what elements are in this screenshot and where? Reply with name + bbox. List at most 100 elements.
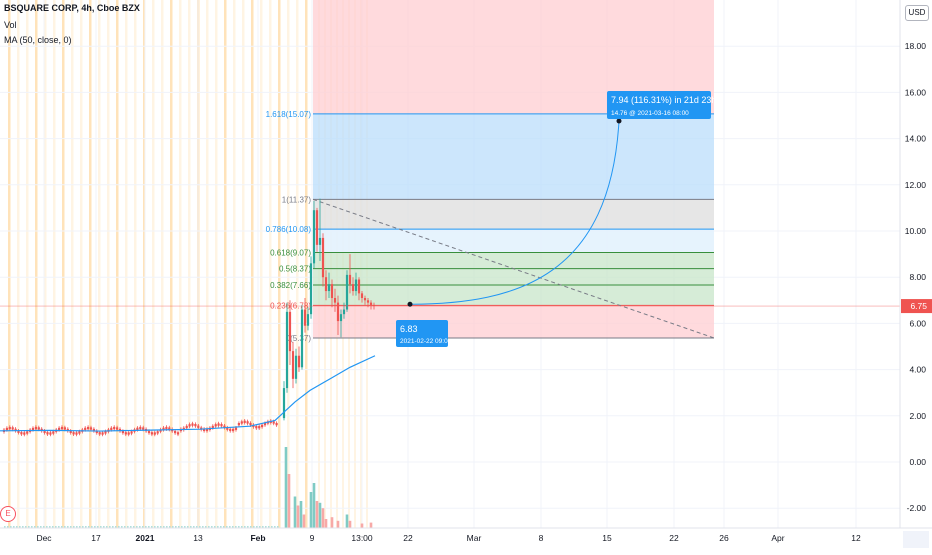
price-tick-label: 12.00 bbox=[905, 180, 927, 190]
volume-bar bbox=[76, 526, 78, 528]
price-axis-background bbox=[900, 0, 932, 528]
volume-indicator-label[interactable]: Vol bbox=[4, 20, 17, 30]
session-band bbox=[44, 0, 47, 528]
volume-bar bbox=[205, 526, 207, 528]
volume-bar bbox=[211, 526, 213, 528]
candle-body bbox=[34, 426, 37, 430]
volume-bar bbox=[299, 501, 303, 528]
volume-bar bbox=[220, 526, 222, 528]
volume-bar bbox=[360, 523, 364, 528]
candle-body bbox=[69, 430, 72, 434]
volume-bar bbox=[229, 526, 231, 528]
volume-bar bbox=[103, 526, 105, 528]
time-tick-label: 9 bbox=[310, 533, 315, 543]
candle-body bbox=[363, 297, 367, 301]
target-date-label: 14.76 @ 2021-03-16 08:00 bbox=[611, 110, 689, 117]
volume-bar bbox=[124, 526, 126, 528]
time-tick-label: Dec bbox=[36, 533, 52, 543]
candle-body bbox=[272, 421, 275, 424]
volume-bar bbox=[70, 526, 72, 528]
session-band bbox=[278, 0, 281, 528]
price-tick-label: 6.00 bbox=[909, 318, 926, 328]
candle-body bbox=[214, 424, 217, 427]
volume-bar bbox=[315, 501, 319, 528]
session-band bbox=[260, 0, 263, 528]
volume-bar bbox=[91, 526, 93, 528]
candle-body bbox=[261, 424, 264, 428]
candle-body bbox=[297, 355, 301, 368]
session-band bbox=[269, 0, 272, 528]
volume-bar bbox=[226, 526, 228, 528]
projection-end-point bbox=[616, 118, 622, 124]
session-band bbox=[17, 0, 20, 528]
candle-body bbox=[92, 428, 95, 432]
volume-bar bbox=[10, 526, 12, 528]
candle-body bbox=[188, 424, 191, 427]
symbol-title[interactable]: BSQUARE CORP, 4h, Cboe BZX bbox=[4, 3, 140, 13]
currency-badge[interactable]: USD bbox=[905, 5, 929, 21]
volume-bar bbox=[321, 508, 325, 528]
volume-bar bbox=[287, 474, 291, 528]
candle-body bbox=[159, 429, 162, 432]
session-band bbox=[251, 0, 254, 528]
volume-bar bbox=[262, 526, 264, 528]
axis-settings-corner bbox=[903, 531, 929, 548]
volume-bar bbox=[85, 526, 87, 528]
candle-body bbox=[226, 427, 229, 430]
candle-body bbox=[194, 423, 197, 427]
volume-bar bbox=[259, 526, 261, 528]
candle-body bbox=[142, 427, 145, 430]
candle-body bbox=[11, 427, 14, 430]
candle-body bbox=[31, 427, 35, 431]
projection-path bbox=[409, 121, 620, 305]
candle-body bbox=[255, 426, 258, 429]
volume-bar bbox=[13, 526, 15, 528]
price-tick-label: 0.00 bbox=[909, 457, 926, 467]
volume-bar bbox=[324, 519, 328, 528]
candle-body bbox=[139, 426, 142, 430]
candle-body bbox=[339, 314, 343, 322]
candle-body bbox=[185, 425, 188, 429]
volume-bar bbox=[169, 526, 171, 528]
candle-body bbox=[60, 426, 64, 430]
volume-bar bbox=[130, 526, 132, 528]
volume-bar bbox=[232, 526, 234, 528]
volume-bar bbox=[348, 520, 352, 528]
session-band bbox=[224, 0, 227, 528]
candle-body bbox=[327, 284, 331, 292]
candle-body bbox=[121, 430, 124, 434]
candle-body bbox=[101, 432, 104, 435]
moving-average-indicator-label[interactable]: MA (50, close, 0) bbox=[4, 35, 72, 45]
volume-bar bbox=[214, 526, 216, 528]
candle-body bbox=[17, 430, 20, 433]
volume-bar bbox=[28, 526, 30, 528]
candle-body bbox=[237, 423, 240, 426]
volume-bar bbox=[58, 526, 60, 528]
price-tick-label: 18.00 bbox=[905, 41, 927, 51]
time-tick-label: Feb bbox=[250, 533, 265, 543]
time-tick-label: Apr bbox=[771, 533, 784, 543]
candle-body bbox=[20, 432, 23, 435]
candle-body bbox=[191, 423, 194, 426]
projection-start-point bbox=[407, 301, 413, 307]
candle-body bbox=[220, 424, 223, 427]
candle-body bbox=[176, 432, 180, 435]
volume-bar bbox=[345, 514, 349, 528]
fib-zone-1 bbox=[313, 199, 714, 230]
volume-bar bbox=[187, 526, 189, 528]
time-tick-label: 22 bbox=[669, 533, 679, 543]
volume-bar bbox=[97, 526, 99, 528]
time-axis-background bbox=[0, 528, 932, 550]
candle-body bbox=[52, 431, 55, 434]
candle-body bbox=[124, 432, 127, 435]
fib-level-label: 0.5(8.37) bbox=[279, 265, 311, 274]
candle-body bbox=[217, 423, 220, 426]
fib-level-label: 1(11.37) bbox=[282, 195, 312, 204]
earnings-icon[interactable]: E bbox=[0, 506, 16, 522]
price-tick-label: 10.00 bbox=[905, 226, 927, 236]
candle-body bbox=[147, 430, 151, 434]
volume-bar bbox=[238, 526, 240, 528]
time-tick-label: 13 bbox=[193, 533, 203, 543]
